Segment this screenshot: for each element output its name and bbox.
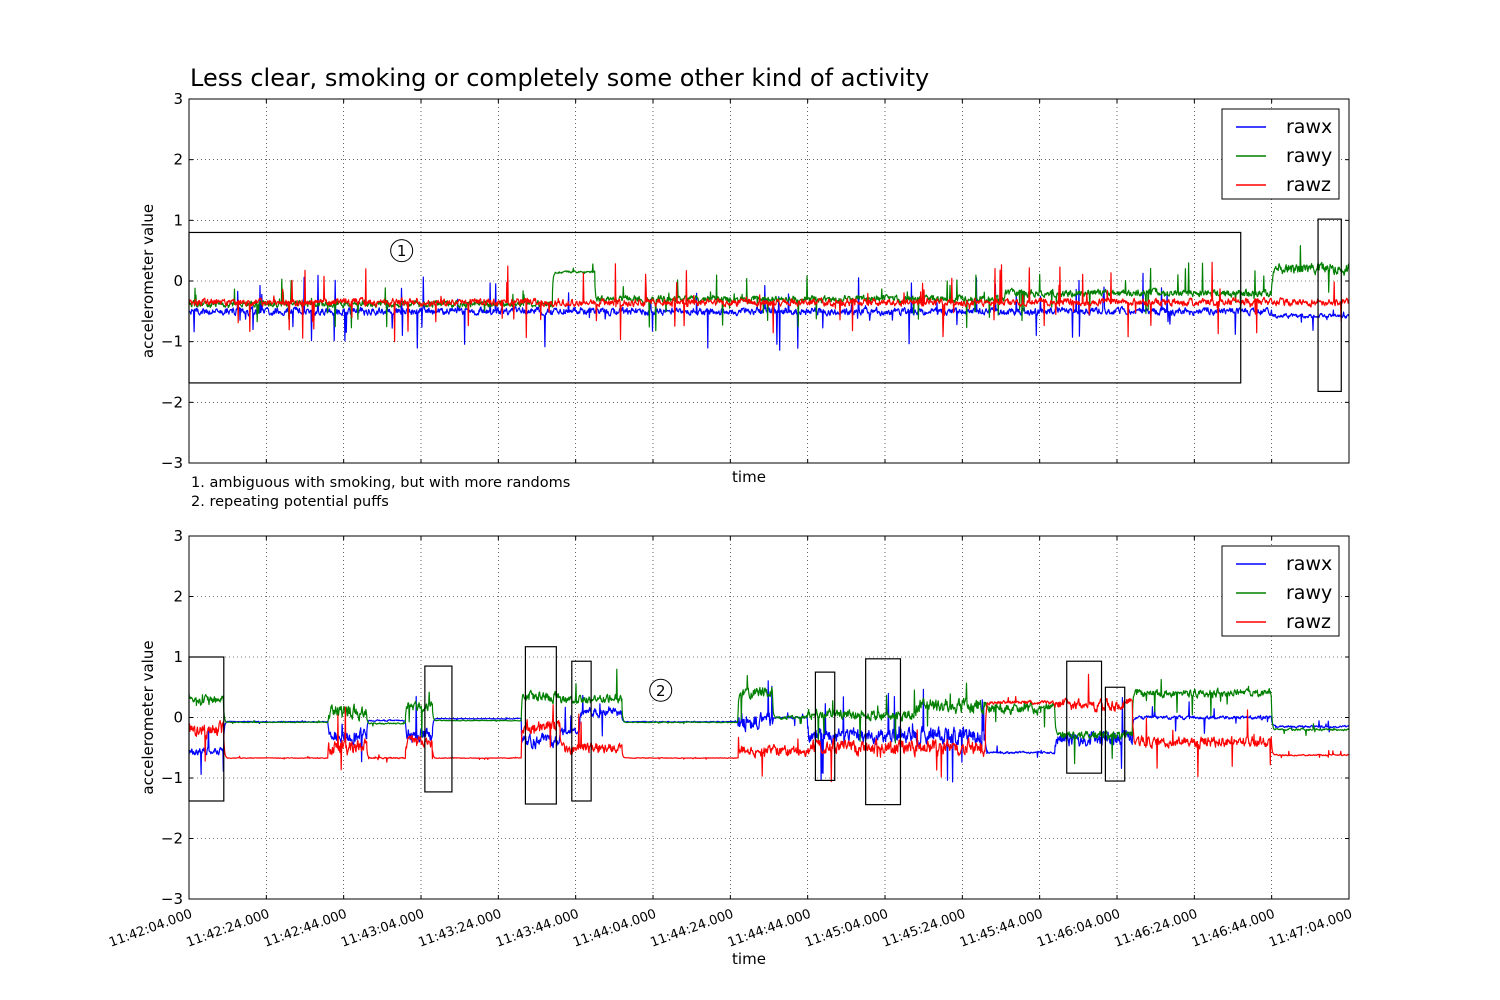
legend: rawx rawy rawz	[1221, 545, 1340, 637]
y-tick-label: −2	[161, 830, 183, 848]
annotation-notes: 1. ambiguous with smoking, but with more…	[191, 474, 570, 512]
y-tick-label: 2	[173, 588, 183, 606]
annotation-box	[1104, 686, 1126, 782]
annotation-box	[424, 665, 453, 793]
y-tick-label: 1	[173, 211, 183, 229]
legend: rawx rawy rawz	[1221, 108, 1340, 200]
y-tick-label: 0	[173, 272, 183, 290]
legend-label-rawx: rawx	[1286, 116, 1332, 138]
annotation-box	[814, 671, 836, 782]
annotation-box	[1066, 660, 1103, 774]
legend-box	[1221, 108, 1340, 200]
y-tick-label: 2	[173, 151, 183, 169]
legend-label-rawy: rawy	[1286, 145, 1332, 167]
legend-label-rawz: rawz	[1286, 611, 1331, 633]
x-axis-label: time	[732, 468, 766, 486]
annotation-box	[571, 660, 592, 802]
series-line-rawy	[189, 668, 1349, 765]
series-line-rawz	[189, 261, 1349, 343]
y-tick-label: −3	[161, 454, 183, 472]
annotation-box	[1317, 218, 1342, 393]
y-axis-label: accelerometer value	[139, 640, 157, 794]
series-lines	[189, 245, 1349, 351]
y-tick-label: −3	[161, 890, 183, 908]
series-line-rawx	[189, 680, 1349, 783]
y-tick-label: −1	[161, 333, 183, 351]
y-tick-label: −1	[161, 769, 183, 787]
y-tick-label: 1	[173, 648, 183, 666]
legend-label-rawy: rawy	[1286, 582, 1332, 604]
annotation-marker-label: 1	[397, 242, 407, 260]
series-lines	[189, 668, 1349, 783]
annotation-box	[524, 646, 557, 805]
annotation-marker-label: 2	[656, 682, 666, 700]
annotation-box	[865, 658, 902, 806]
y-tick-label: 0	[173, 709, 183, 727]
ticks: −3 −2 −1 0 1 2 3	[161, 90, 1350, 472]
series-line-rawx	[189, 272, 1349, 351]
series-line-rawz	[189, 673, 1349, 783]
y-axis-label: accelerometer value	[139, 204, 157, 358]
y-tick-label: −2	[161, 393, 183, 411]
annotation-marker-circle	[390, 239, 414, 263]
legend-label-rawx: rawx	[1286, 553, 1332, 575]
grid	[189, 99, 1349, 463]
y-tick-label: 3	[173, 527, 183, 545]
annotations: 2	[188, 646, 1126, 806]
note-2: 2. repeating potential puffs	[191, 494, 389, 510]
y-tick-label: 3	[173, 90, 183, 108]
x-axis-label: time	[732, 950, 766, 968]
legend-label-rawz: rawz	[1286, 174, 1331, 196]
figure-title: Less clear, smoking or completely some o…	[190, 64, 929, 92]
legend-box	[1221, 545, 1340, 637]
note-1: 1. ambiguous with smoking, but with more…	[191, 475, 571, 491]
annotation-marker-circle	[649, 678, 673, 702]
